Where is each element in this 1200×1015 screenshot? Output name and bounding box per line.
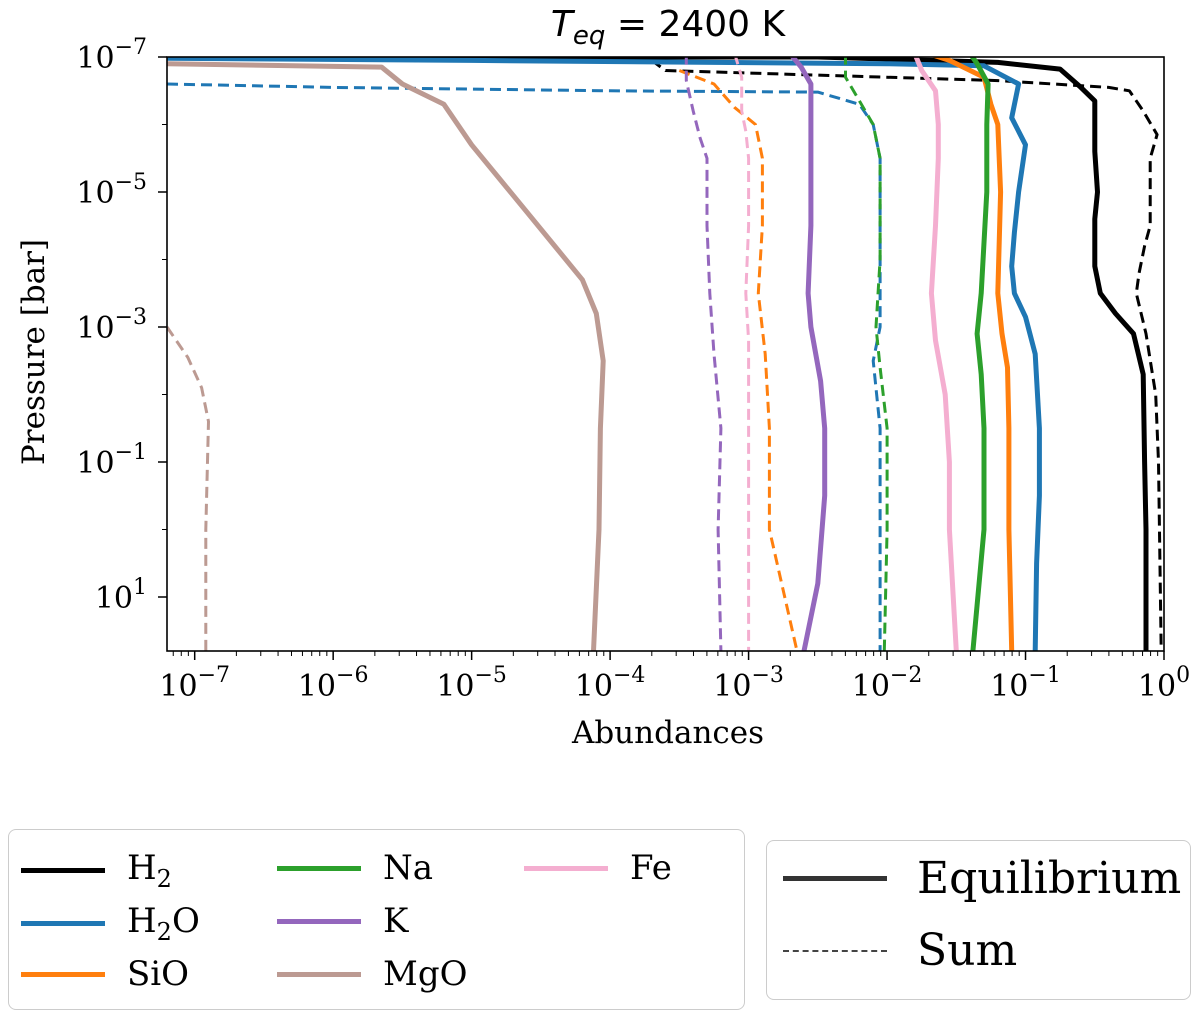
legend-swatch bbox=[21, 971, 105, 977]
y-tick-label: 10−1 bbox=[76, 440, 147, 481]
y-tick-label: 101 bbox=[95, 575, 147, 616]
x-tick-label: 10−1 bbox=[990, 663, 1061, 704]
legend-label: Fe bbox=[630, 848, 672, 888]
legend-swatch bbox=[783, 876, 887, 881]
x-tick-label: 10−6 bbox=[298, 663, 369, 704]
legend-label: Sum bbox=[917, 925, 1018, 976]
legend-label: SiO bbox=[127, 954, 190, 994]
legend-swatch bbox=[277, 971, 361, 977]
legend-item: H2O bbox=[21, 901, 200, 946]
legend-swatch bbox=[21, 920, 105, 926]
legend-item: Fe bbox=[524, 848, 672, 888]
legend-label: Na bbox=[383, 848, 434, 888]
style-legend: Equilibrium Sum bbox=[766, 840, 1191, 1000]
axes-frame bbox=[166, 56, 1165, 652]
legend-label: Equilibrium bbox=[917, 853, 1182, 904]
chart-title: Teq = 2400 K bbox=[551, 4, 787, 51]
legend-swatch bbox=[783, 949, 887, 952]
series-line-fe-sum bbox=[734, 57, 751, 651]
y-tick-label: 10−7 bbox=[76, 35, 147, 76]
legend-swatch bbox=[277, 865, 361, 871]
series-line-sio bbox=[930, 57, 1015, 651]
x-axis-label: Abundances bbox=[571, 715, 764, 751]
legend-swatch bbox=[21, 867, 105, 873]
plot-lines bbox=[167, 57, 1163, 651]
legend-label: H2O bbox=[127, 901, 200, 946]
legend-label: MgO bbox=[383, 954, 468, 994]
x-tick-label: 10−4 bbox=[575, 663, 646, 704]
series-line-h2o bbox=[167, 57, 1042, 651]
x-tick-label: 100 bbox=[1138, 663, 1190, 704]
series-line-k-sum bbox=[684, 57, 723, 651]
series-line-na-sum bbox=[844, 57, 889, 651]
legend-item: Na bbox=[277, 848, 433, 888]
x-tick-label: 10−5 bbox=[436, 663, 507, 704]
series-line-fe bbox=[913, 57, 959, 651]
title-rest: = 2400 K bbox=[605, 4, 786, 45]
series-line-k bbox=[789, 57, 828, 651]
legend-swatch bbox=[524, 865, 608, 871]
legend-style-equilibrium: Equilibrium bbox=[783, 853, 1181, 904]
title-subscript: eq bbox=[573, 21, 606, 51]
species-legend: H2 H2O SiO Na K MgO Fe bbox=[8, 829, 745, 1010]
series-line-h2o-sum bbox=[167, 82, 882, 651]
series-line-mgo-sum bbox=[167, 326, 210, 651]
series-line-h2-sum bbox=[650, 59, 1163, 651]
x-tick-label: 10−3 bbox=[713, 663, 784, 704]
title-symbol: T bbox=[551, 4, 576, 45]
legend-item: SiO bbox=[21, 954, 189, 994]
y-tick-label: 10−5 bbox=[76, 170, 147, 211]
legend-label: K bbox=[383, 901, 409, 941]
legend-item: H2 bbox=[21, 848, 172, 893]
legend-label: H2 bbox=[127, 848, 172, 893]
x-axis-ticks: 10−7 10−6 10−5 10−4 10−3 10−2 10−1 100 bbox=[159, 651, 1190, 704]
series-line-sio-sum bbox=[678, 69, 799, 651]
series-line-mgo bbox=[167, 61, 606, 651]
legend-item: K bbox=[277, 901, 408, 941]
y-axis-ticks: 10−7 10−5 10−3 10−1 101 bbox=[76, 35, 167, 616]
legend-style-sum: Sum bbox=[783, 925, 1017, 976]
series-line-h2 bbox=[167, 57, 1149, 651]
y-tick-label: 10−3 bbox=[76, 305, 147, 346]
legend-item: MgO bbox=[277, 954, 467, 994]
y-axis-label: Pressure [bar] bbox=[16, 239, 52, 465]
x-tick-label: 10−2 bbox=[852, 663, 923, 704]
x-tick-label: 10−7 bbox=[159, 663, 230, 704]
legend-swatch bbox=[277, 918, 361, 924]
series-line-na bbox=[969, 57, 991, 651]
